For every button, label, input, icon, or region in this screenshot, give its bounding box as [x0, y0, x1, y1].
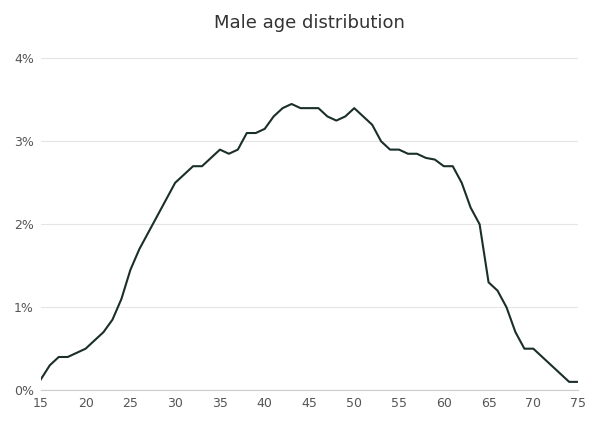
Title: Male age distribution: Male age distribution: [214, 14, 405, 32]
